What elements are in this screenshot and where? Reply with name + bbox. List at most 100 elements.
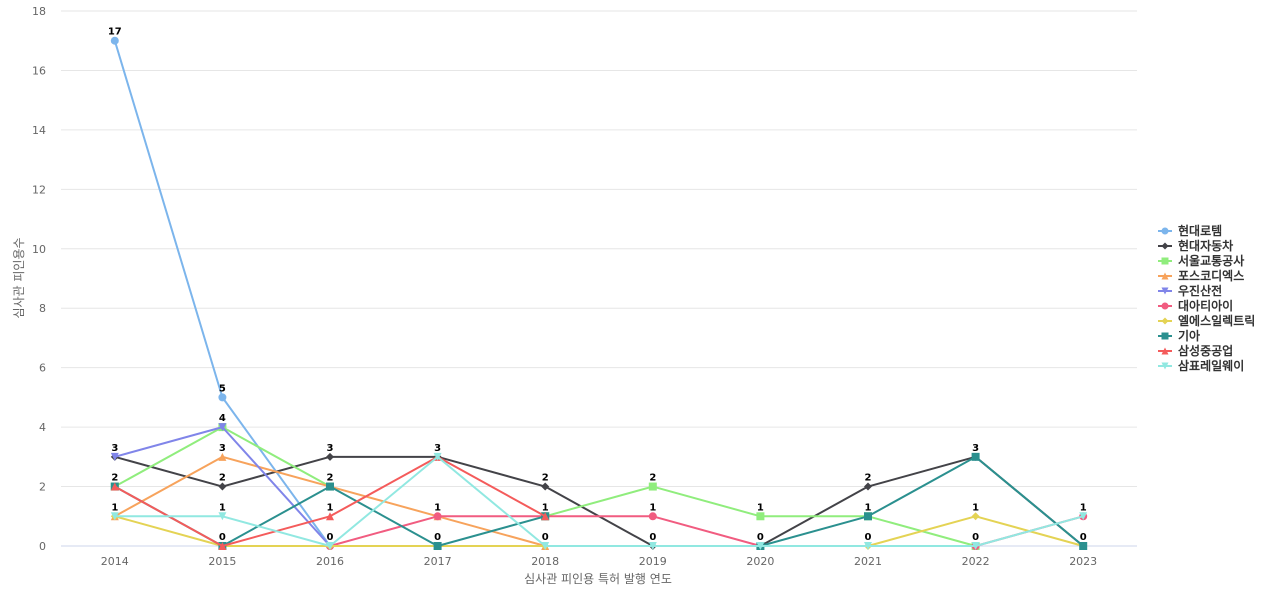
y-tick-label: 0 <box>39 540 46 553</box>
data-point <box>1079 512 1088 521</box>
y-tick-label: 8 <box>39 302 46 315</box>
x-tick-label: 2020 <box>746 555 774 568</box>
data-point <box>218 393 227 402</box>
legend-marker <box>1161 287 1169 295</box>
legend-item-포스코디엑스[interactable]: 포스코디엑스 <box>1158 268 1244 283</box>
legend-label: 대아티아이 <box>1178 298 1233 313</box>
data-point <box>326 452 334 461</box>
data-point <box>433 512 442 521</box>
legend-item-기아[interactable]: 기아 <box>1158 328 1200 343</box>
legend-label: 서울교통공사 <box>1178 253 1244 268</box>
legend-label: 우진산전 <box>1178 283 1222 298</box>
series-line <box>114 455 1084 547</box>
x-tick-label: 2017 <box>424 555 452 568</box>
data-point <box>971 542 980 550</box>
data-point <box>1079 542 1088 550</box>
data-label: 3 <box>972 443 979 454</box>
data-label: 2 <box>542 473 549 484</box>
data-label: 0 <box>757 532 764 543</box>
data-label: 0 <box>434 532 441 543</box>
data-label: 5 <box>219 383 226 394</box>
series-lines <box>110 36 1088 550</box>
y-tick-label: 14 <box>32 124 46 137</box>
legend-item-대아티아이[interactable]: 대아티아이 <box>1158 298 1233 313</box>
data-label: 3 <box>111 443 118 454</box>
data-label: 2 <box>219 473 226 484</box>
series-삼표레일웨이 <box>110 452 1088 550</box>
legend-marker <box>1161 257 1169 265</box>
legend-item-서울교통공사[interactable]: 서울교통공사 <box>1158 253 1244 268</box>
data-label: 3 <box>434 443 441 454</box>
x-axis-title: 심사관 피인용 특허 발행 연도 <box>524 571 672 586</box>
x-tick-label: 2021 <box>854 555 882 568</box>
y-tick-label: 12 <box>32 183 46 196</box>
data-point <box>864 482 872 491</box>
data-point <box>218 482 227 491</box>
data-label: 1 <box>757 502 764 513</box>
legend-item-우진산전[interactable]: 우진산전 <box>1158 283 1222 298</box>
y-tick-label: 18 <box>32 5 46 18</box>
legend-item-삼표레일웨이[interactable]: 삼표레일웨이 <box>1158 358 1244 373</box>
data-point <box>541 542 550 550</box>
data-point <box>326 512 334 521</box>
data-label: 1 <box>327 502 334 513</box>
data-point <box>110 36 119 45</box>
legend-marker <box>1161 272 1169 280</box>
y-tick-label: 6 <box>39 362 46 375</box>
legend-label: 기아 <box>1178 328 1200 343</box>
legend-label: 엘에스일렉트릭 <box>1178 313 1255 328</box>
data-label: 1 <box>865 502 872 513</box>
y-tick-label: 4 <box>39 421 46 434</box>
series-엘에스일렉트릭 <box>110 512 1088 550</box>
legend-marker <box>1161 242 1169 250</box>
x-tick-label: 2015 <box>208 555 236 568</box>
data-point <box>218 542 227 550</box>
series-line <box>113 40 331 547</box>
data-label: 1 <box>219 502 226 513</box>
data-point <box>326 542 334 550</box>
data-point <box>218 423 227 432</box>
data-point <box>648 482 657 491</box>
data-point <box>971 452 980 461</box>
legend-marker <box>1161 317 1169 325</box>
legend-item-엘에스일렉트릭[interactable]: 엘에스일렉트릭 <box>1158 313 1255 328</box>
data-label: 0 <box>649 532 656 543</box>
data-label: 1 <box>649 502 656 513</box>
data-label: 0 <box>865 532 872 543</box>
data-point <box>648 542 657 550</box>
data-point <box>971 512 980 521</box>
data-label: 3 <box>327 443 334 454</box>
data-point <box>218 452 227 461</box>
data-point <box>541 482 550 491</box>
legend-item-현대자동차[interactable]: 현대자동차 <box>1158 238 1233 253</box>
data-point <box>433 542 442 550</box>
data-label: 1 <box>1080 502 1087 513</box>
data-point <box>648 512 657 521</box>
data-point <box>110 452 119 461</box>
data-label: 2 <box>649 473 656 484</box>
legend: 현대로템현대자동차서울교통공사포스코디엑스우진산전대아티아이엘에스일렉트릭기아삼… <box>1158 223 1255 373</box>
data-label: 0 <box>219 532 226 543</box>
x-tick-label: 2019 <box>639 555 667 568</box>
data-label: 1 <box>972 502 979 513</box>
legend-label: 현대자동차 <box>1178 238 1233 253</box>
data-point <box>864 542 872 550</box>
data-point <box>756 542 765 550</box>
legend-label: 포스코디엑스 <box>1178 268 1244 283</box>
data-point <box>433 452 442 461</box>
y-tick-label: 10 <box>32 243 46 256</box>
data-label: 0 <box>327 532 334 543</box>
y-axis-title: 심사관 피인용수 <box>12 237 26 318</box>
y-tick-label: 2 <box>39 481 46 494</box>
legend-item-현대로템[interactable]: 현대로템 <box>1158 223 1222 238</box>
data-label: 4 <box>219 413 226 424</box>
data-label: 2 <box>865 473 872 484</box>
data-label: 3 <box>219 443 226 454</box>
data-label: 17 <box>108 27 122 38</box>
data-point <box>541 512 550 521</box>
legend-item-삼성중공업[interactable]: 삼성중공업 <box>1158 343 1233 358</box>
data-label: 2 <box>111 473 118 484</box>
x-tick-label: 2014 <box>101 555 129 568</box>
